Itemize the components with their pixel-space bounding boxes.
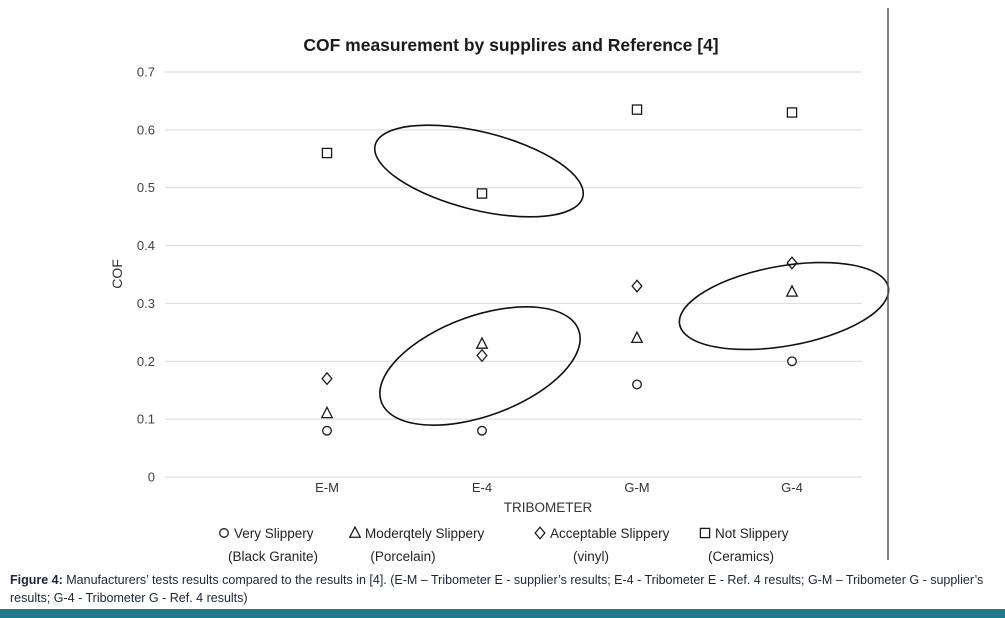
data-point-circle xyxy=(632,379,642,390)
y-tick-label: 0.7 xyxy=(137,65,155,80)
caption-label: Figure 4: xyxy=(10,573,63,587)
legend-label: Moderqtely Slippery xyxy=(365,526,485,541)
ellipse-annotation xyxy=(373,124,585,218)
data-point-diamond xyxy=(631,279,643,293)
data-point-triangle xyxy=(320,405,334,419)
y-axis-title: COF xyxy=(109,259,125,289)
data-point-diamond xyxy=(476,348,488,363)
caption-text: Manufacturers’ tests results compared to… xyxy=(10,573,984,606)
chart-title: COF measurement by supplires and Referen… xyxy=(303,35,718,55)
data-point-circle xyxy=(477,425,487,436)
x-category-label: E-M xyxy=(315,480,339,495)
data-point-triangle xyxy=(630,330,644,344)
figure-caption: Figure 4: Manufacturers’ tests results c… xyxy=(10,571,995,607)
y-tick-label: 0.6 xyxy=(137,122,155,137)
data-point-square xyxy=(786,107,798,118)
legend-marker-square xyxy=(699,527,711,539)
y-tick-label: 0.4 xyxy=(137,238,155,253)
y-tick-label: 0.3 xyxy=(137,296,155,311)
accent-bar xyxy=(0,609,1005,618)
y-tick-label: 0.1 xyxy=(137,412,155,427)
data-point-circle xyxy=(787,356,797,367)
x-category-label: G-M xyxy=(624,480,649,495)
y-tick-label: 0.5 xyxy=(137,180,155,195)
ellipse-annotation xyxy=(678,261,890,351)
data-point-triangle xyxy=(475,336,489,349)
data-point-square xyxy=(631,104,643,115)
ellipse-annotation xyxy=(379,306,581,426)
legend-sublabel: (Porcelain) xyxy=(370,549,435,564)
x-category-label: E-4 xyxy=(472,480,492,495)
x-axis-title: TRIBOMETER xyxy=(504,500,593,515)
y-tick-label: 0.2 xyxy=(137,354,155,369)
legend-marker-diamond xyxy=(534,526,546,540)
legend-label: Not Slippery xyxy=(715,526,789,541)
legend-marker-triangle xyxy=(348,525,362,538)
y-tick-label: 0 xyxy=(148,470,155,485)
cof-scatter-chart: 0 0.1 0.2 0.3 0.4 0.5 0.6 0.7 COF measurement by… xyxy=(109,8,890,564)
data-point-circle xyxy=(322,425,332,436)
legend-sublabel: (Black Granite) xyxy=(228,549,318,564)
data-point-triangle xyxy=(785,284,799,297)
data-point-square xyxy=(476,188,488,199)
legend-sublabel: (Ceramics) xyxy=(708,549,774,564)
legend-sublabel: (vinyl) xyxy=(573,549,609,564)
x-category-label: G-4 xyxy=(781,480,803,495)
data-point-diamond xyxy=(321,371,333,386)
legend-label: Acceptable Slippery xyxy=(550,526,670,541)
data-point-square xyxy=(321,147,333,159)
legend-label: Very Slippery xyxy=(234,526,314,541)
legend-marker-circle xyxy=(219,528,229,538)
data-point-diamond xyxy=(786,256,798,270)
